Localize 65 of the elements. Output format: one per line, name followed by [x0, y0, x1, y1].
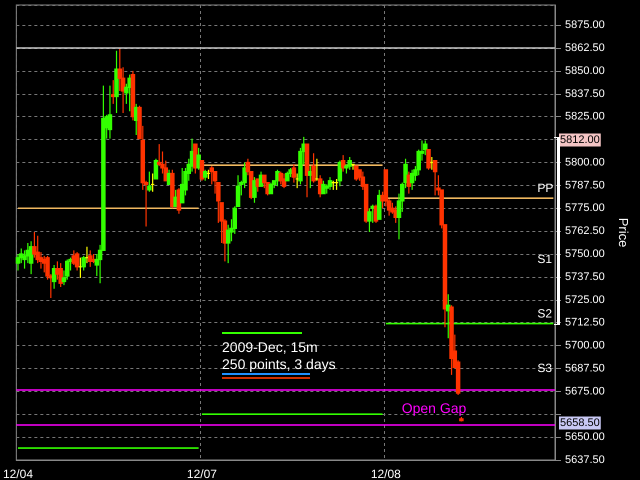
candlestick	[202, 169, 208, 182]
candlestick	[459, 416, 464, 422]
candlestick	[84, 246, 90, 264]
y-tick-label: 5787.50	[565, 179, 605, 192]
candlestick	[278, 171, 283, 186]
y-tick-label: 5712.50	[565, 316, 605, 329]
y-tick-label: 5725.00	[565, 294, 605, 306]
y-tick-label: 5775.00	[565, 202, 605, 214]
x-tick-label: 12/04	[2, 467, 34, 480]
y-tick-label: 5762.50	[565, 225, 605, 238]
y-tick-label: 5837.50	[565, 88, 605, 100]
y-tick-label: 5687.50	[565, 362, 605, 374]
candlestick	[127, 74, 132, 112]
candlestick	[347, 156, 352, 170]
y-tick-label: 5825.00	[565, 110, 605, 123]
text: 5658.50	[560, 417, 600, 429]
candlestick	[110, 79, 116, 104]
candlestick	[426, 149, 431, 170]
candlestick	[350, 164, 356, 170]
candlestick	[292, 164, 296, 184]
annotation: S1	[537, 252, 552, 266]
candlestick	[150, 172, 155, 192]
y-tick-label: 5862.50	[565, 42, 605, 54]
series-label: PP	[537, 181, 554, 196]
annotation: S3	[537, 361, 552, 375]
candlestick	[308, 166, 313, 189]
y-axis-title: Price	[616, 218, 631, 248]
candlestick	[432, 160, 438, 196]
candlestick	[311, 152, 316, 184]
y-tick-label: 5700.00	[565, 340, 605, 352]
y-tick-label: 5875.00	[565, 19, 605, 32]
y-tick-label: 5637.50	[565, 454, 605, 466]
annotation: 2009-Dec, 15m	[222, 339, 318, 355]
candlestick	[430, 156, 434, 170]
y-tick-label: 5750.00	[565, 248, 605, 260]
candlestick	[147, 171, 152, 192]
series-label: S2	[537, 306, 552, 321]
candlestick	[78, 257, 83, 278]
candlestick	[406, 171, 412, 194]
candlestick	[108, 84, 112, 140]
candlestick	[81, 255, 86, 272]
candlestick	[180, 167, 184, 204]
candlestick	[304, 144, 310, 198]
annotation: Open Gap	[402, 400, 467, 416]
candlestick	[334, 178, 339, 191]
candlestick	[328, 176, 332, 191]
candlestick	[58, 262, 63, 288]
candlestick	[367, 208, 372, 233]
candlestick	[314, 158, 320, 182]
candlestick	[206, 169, 211, 180]
x-tick-label: 12/08	[370, 467, 402, 480]
y-tick-label: 5650.00	[565, 431, 605, 444]
y-tick-label: 5737.50	[565, 270, 605, 283]
y-tick-label: 5850.00	[565, 64, 605, 77]
candlestick	[285, 171, 290, 182]
text: 5812.00	[560, 134, 600, 146]
y-tick-label: 5800.00	[565, 156, 605, 168]
annotation: 250 points, 3 days	[222, 356, 336, 372]
candlestick	[88, 250, 92, 268]
candlestick	[294, 172, 300, 189]
candlestick	[134, 103, 138, 136]
x-tick-label: 12/07	[186, 467, 218, 480]
y-tick-label: 5675.00	[565, 385, 605, 398]
candlestick	[331, 180, 336, 191]
candlestick	[74, 252, 80, 272]
